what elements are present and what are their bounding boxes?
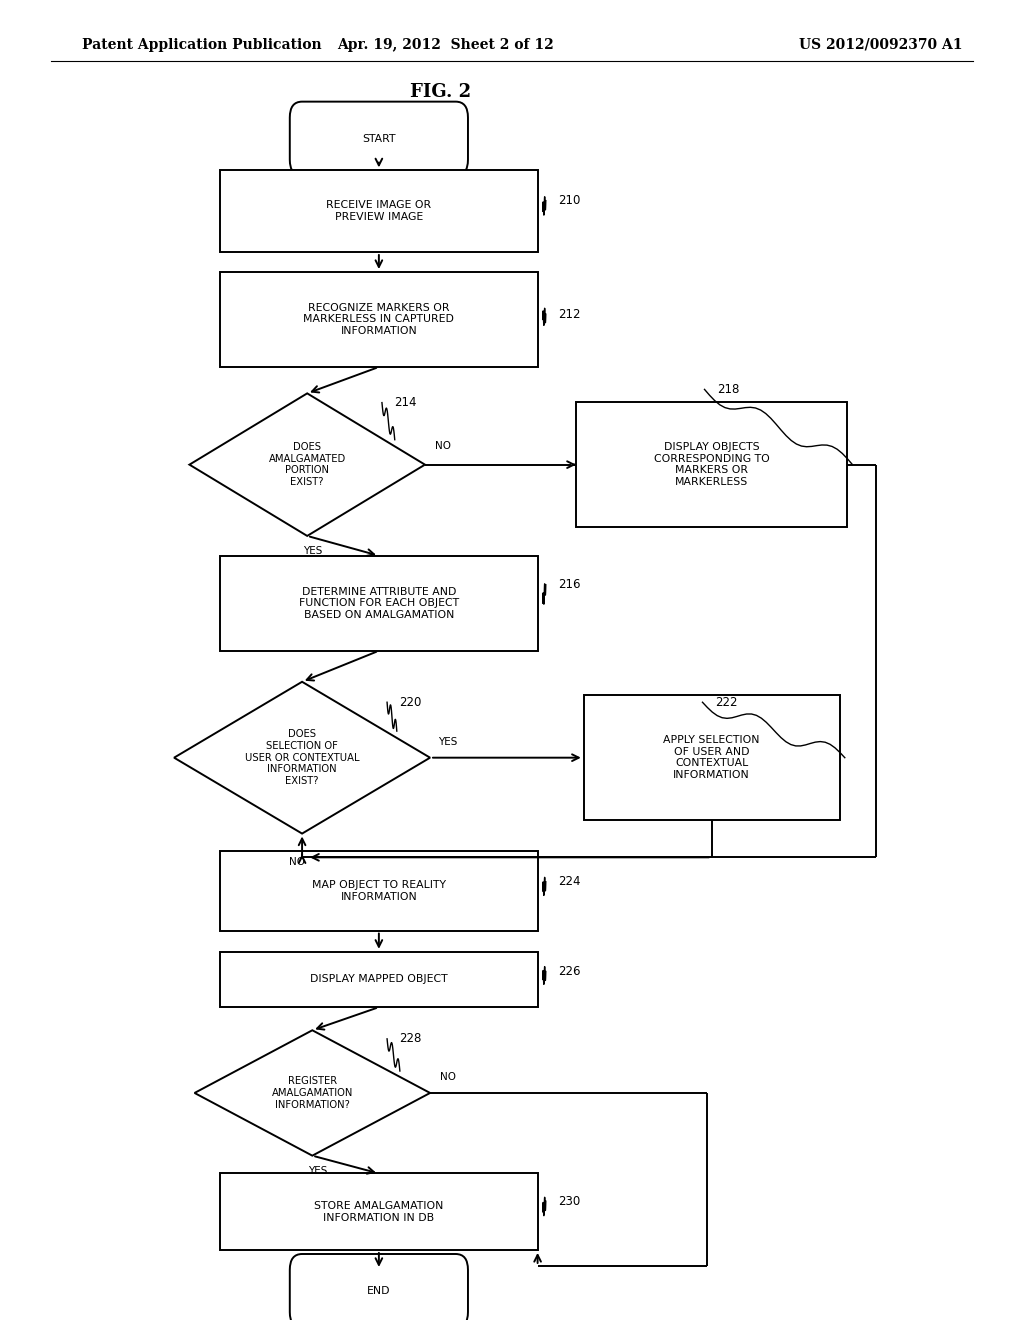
Text: STORE AMALGAMATION
INFORMATION IN DB: STORE AMALGAMATION INFORMATION IN DB: [314, 1201, 443, 1222]
Text: 218: 218: [717, 383, 739, 396]
Text: DETERMINE ATTRIBUTE AND
FUNCTION FOR EACH OBJECT
BASED ON AMALGAMATION: DETERMINE ATTRIBUTE AND FUNCTION FOR EAC…: [299, 586, 459, 620]
Text: 226: 226: [558, 965, 581, 978]
Polygon shape: [195, 1030, 430, 1156]
Text: REGISTER
AMALGAMATION
INFORMATION?: REGISTER AMALGAMATION INFORMATION?: [271, 1076, 353, 1110]
FancyBboxPatch shape: [290, 1254, 468, 1320]
Text: NO: NO: [440, 1072, 457, 1082]
Bar: [575, 401, 848, 527]
Text: RECOGNIZE MARKERS OR
MARKERLESS IN CAPTURED
INFORMATION: RECOGNIZE MARKERS OR MARKERLESS IN CAPTU…: [303, 302, 455, 337]
Text: DOES
AMALGAMATED
PORTION
EXIST?: DOES AMALGAMATED PORTION EXIST?: [268, 442, 346, 487]
Text: RECEIVE IMAGE OR
PREVIEW IMAGE: RECEIVE IMAGE OR PREVIEW IMAGE: [327, 201, 431, 222]
Text: US 2012/0092370 A1: US 2012/0092370 A1: [799, 38, 963, 51]
Text: FIG. 2: FIG. 2: [410, 83, 471, 102]
Bar: [220, 851, 538, 931]
Text: END: END: [368, 1286, 390, 1296]
Text: NO: NO: [289, 858, 305, 867]
Text: YES: YES: [308, 1167, 327, 1176]
Text: START: START: [362, 133, 395, 144]
Text: 228: 228: [399, 1032, 422, 1045]
Bar: [220, 170, 538, 252]
Text: 210: 210: [558, 194, 581, 207]
Polygon shape: [174, 681, 430, 834]
Bar: [220, 952, 538, 1007]
Text: MAP OBJECT TO REALITY
INFORMATION: MAP OBJECT TO REALITY INFORMATION: [312, 880, 445, 902]
Text: APPLY SELECTION
OF USER AND
CONTEXTUAL
INFORMATION: APPLY SELECTION OF USER AND CONTEXTUAL I…: [664, 735, 760, 780]
Text: NO: NO: [435, 441, 452, 451]
Text: DISPLAY MAPPED OBJECT: DISPLAY MAPPED OBJECT: [310, 974, 447, 985]
Text: DOES
SELECTION OF
USER OR CONTEXTUAL
INFORMATION
EXIST?: DOES SELECTION OF USER OR CONTEXTUAL INF…: [245, 730, 359, 785]
Text: 214: 214: [394, 396, 417, 409]
Text: DISPLAY OBJECTS
CORRESPONDING TO
MARKERS OR
MARKERLESS: DISPLAY OBJECTS CORRESPONDING TO MARKERS…: [653, 442, 770, 487]
Bar: [584, 694, 840, 820]
Text: 222: 222: [715, 696, 737, 709]
Text: YES: YES: [438, 737, 458, 747]
Bar: [220, 1173, 538, 1250]
Text: 220: 220: [399, 696, 422, 709]
Text: Apr. 19, 2012  Sheet 2 of 12: Apr. 19, 2012 Sheet 2 of 12: [337, 38, 554, 51]
Polygon shape: [189, 393, 425, 536]
Text: YES: YES: [303, 546, 322, 557]
Text: 212: 212: [558, 308, 581, 321]
Bar: [220, 272, 538, 367]
Text: Patent Application Publication: Patent Application Publication: [82, 38, 322, 51]
FancyBboxPatch shape: [290, 102, 468, 176]
Text: 216: 216: [558, 578, 581, 591]
Text: 224: 224: [558, 875, 581, 888]
Text: 230: 230: [558, 1195, 581, 1208]
Bar: [220, 556, 538, 651]
